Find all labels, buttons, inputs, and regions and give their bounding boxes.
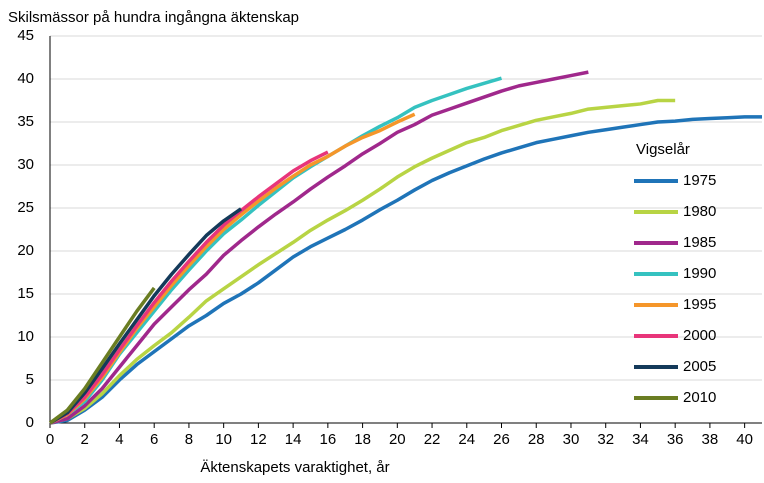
series-line — [49, 112, 416, 425]
x-tick-label: 26 — [493, 431, 510, 448]
x-tick-label: 6 — [150, 431, 158, 448]
legend-title: Vigselår — [636, 141, 690, 158]
series-line — [49, 115, 762, 425]
x-tick-label: 32 — [597, 431, 614, 448]
legend-label: 1975 — [683, 172, 716, 189]
x-tick-label: 4 — [115, 431, 123, 448]
x-tick-label: 36 — [667, 431, 684, 448]
x-axis-label: Äktenskapets varaktighet, år — [200, 459, 389, 476]
series-line — [49, 207, 243, 425]
series-line — [49, 98, 676, 425]
y-tick-label: 30 — [17, 156, 34, 173]
x-tick-label: 30 — [563, 431, 580, 448]
x-tick-label: 20 — [389, 431, 406, 448]
y-tick-label: 0 — [26, 414, 34, 431]
series-line — [48, 286, 156, 425]
y-axis-label: Skilsmässor på hundra ingångna äktenskap — [8, 9, 299, 26]
x-tick-label: 28 — [528, 431, 545, 448]
x-tick-label: 12 — [250, 431, 267, 448]
x-tick-label: 0 — [46, 431, 54, 448]
y-tick-label: 45 — [17, 27, 34, 44]
x-tick-label: 38 — [702, 431, 719, 448]
x-tick-label: 10 — [215, 431, 232, 448]
series-line — [49, 150, 329, 425]
legend-label: 1980 — [683, 203, 716, 220]
x-tick-label: 40 — [736, 431, 753, 448]
y-tick-label: 20 — [17, 242, 34, 259]
y-tick-label: 35 — [17, 113, 34, 130]
x-tick-label: 8 — [185, 431, 193, 448]
x-tick-label: 14 — [285, 431, 302, 448]
x-tick-label: 22 — [424, 431, 441, 448]
x-tick-label: 34 — [632, 431, 649, 448]
legend-label: 1995 — [683, 296, 716, 313]
x-tick-label: 18 — [354, 431, 371, 448]
legend-label: 1985 — [683, 234, 716, 251]
y-tick-label: 15 — [17, 285, 34, 302]
legend-label: 2010 — [683, 389, 716, 406]
x-tick-label: 24 — [458, 431, 475, 448]
y-tick-label: 40 — [17, 70, 34, 87]
legend-label: 1990 — [683, 265, 716, 282]
x-tick-label: 16 — [320, 431, 337, 448]
y-tick-label: 25 — [17, 199, 34, 216]
y-tick-label: 10 — [17, 328, 34, 345]
y-tick-label: 5 — [26, 371, 34, 388]
legend-label: 2000 — [683, 327, 716, 344]
x-tick-label: 2 — [81, 431, 89, 448]
legend-label: 2005 — [683, 358, 716, 375]
series-line — [49, 70, 589, 425]
